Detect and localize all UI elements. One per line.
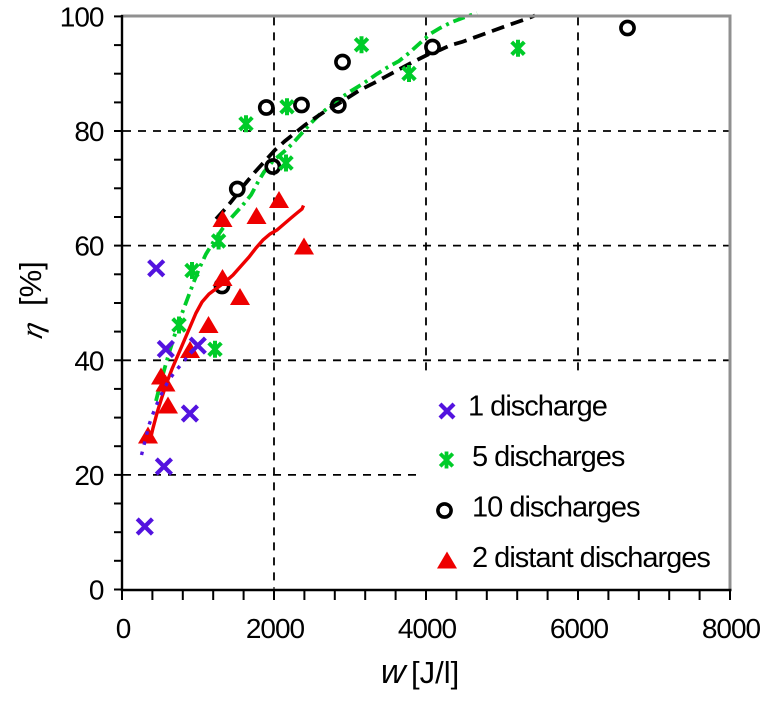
svg-text:0: 0 xyxy=(89,575,104,606)
svg-text:[%]: [%] xyxy=(13,261,48,306)
svg-text:8000: 8000 xyxy=(702,613,761,644)
svg-text:10 discharges: 10 discharges xyxy=(472,491,640,523)
svg-text:60: 60 xyxy=(74,231,104,262)
svg-text:0: 0 xyxy=(116,613,131,644)
svg-text:2 distant discharges: 2 distant discharges xyxy=(472,542,710,574)
svg-text:2000: 2000 xyxy=(246,613,305,644)
svg-text:4000: 4000 xyxy=(398,613,457,644)
svg-text:w: w xyxy=(379,653,409,691)
svg-text:6000: 6000 xyxy=(550,613,609,644)
svg-text:100: 100 xyxy=(60,1,104,32)
svg-text:[J/l]: [J/l] xyxy=(411,655,459,690)
svg-text:20: 20 xyxy=(74,460,104,491)
svg-text:5 discharges: 5 discharges xyxy=(472,441,625,473)
svg-text:1 discharge: 1 discharge xyxy=(468,391,607,423)
svg-text:80: 80 xyxy=(74,116,104,147)
svg-text:40: 40 xyxy=(74,345,104,376)
